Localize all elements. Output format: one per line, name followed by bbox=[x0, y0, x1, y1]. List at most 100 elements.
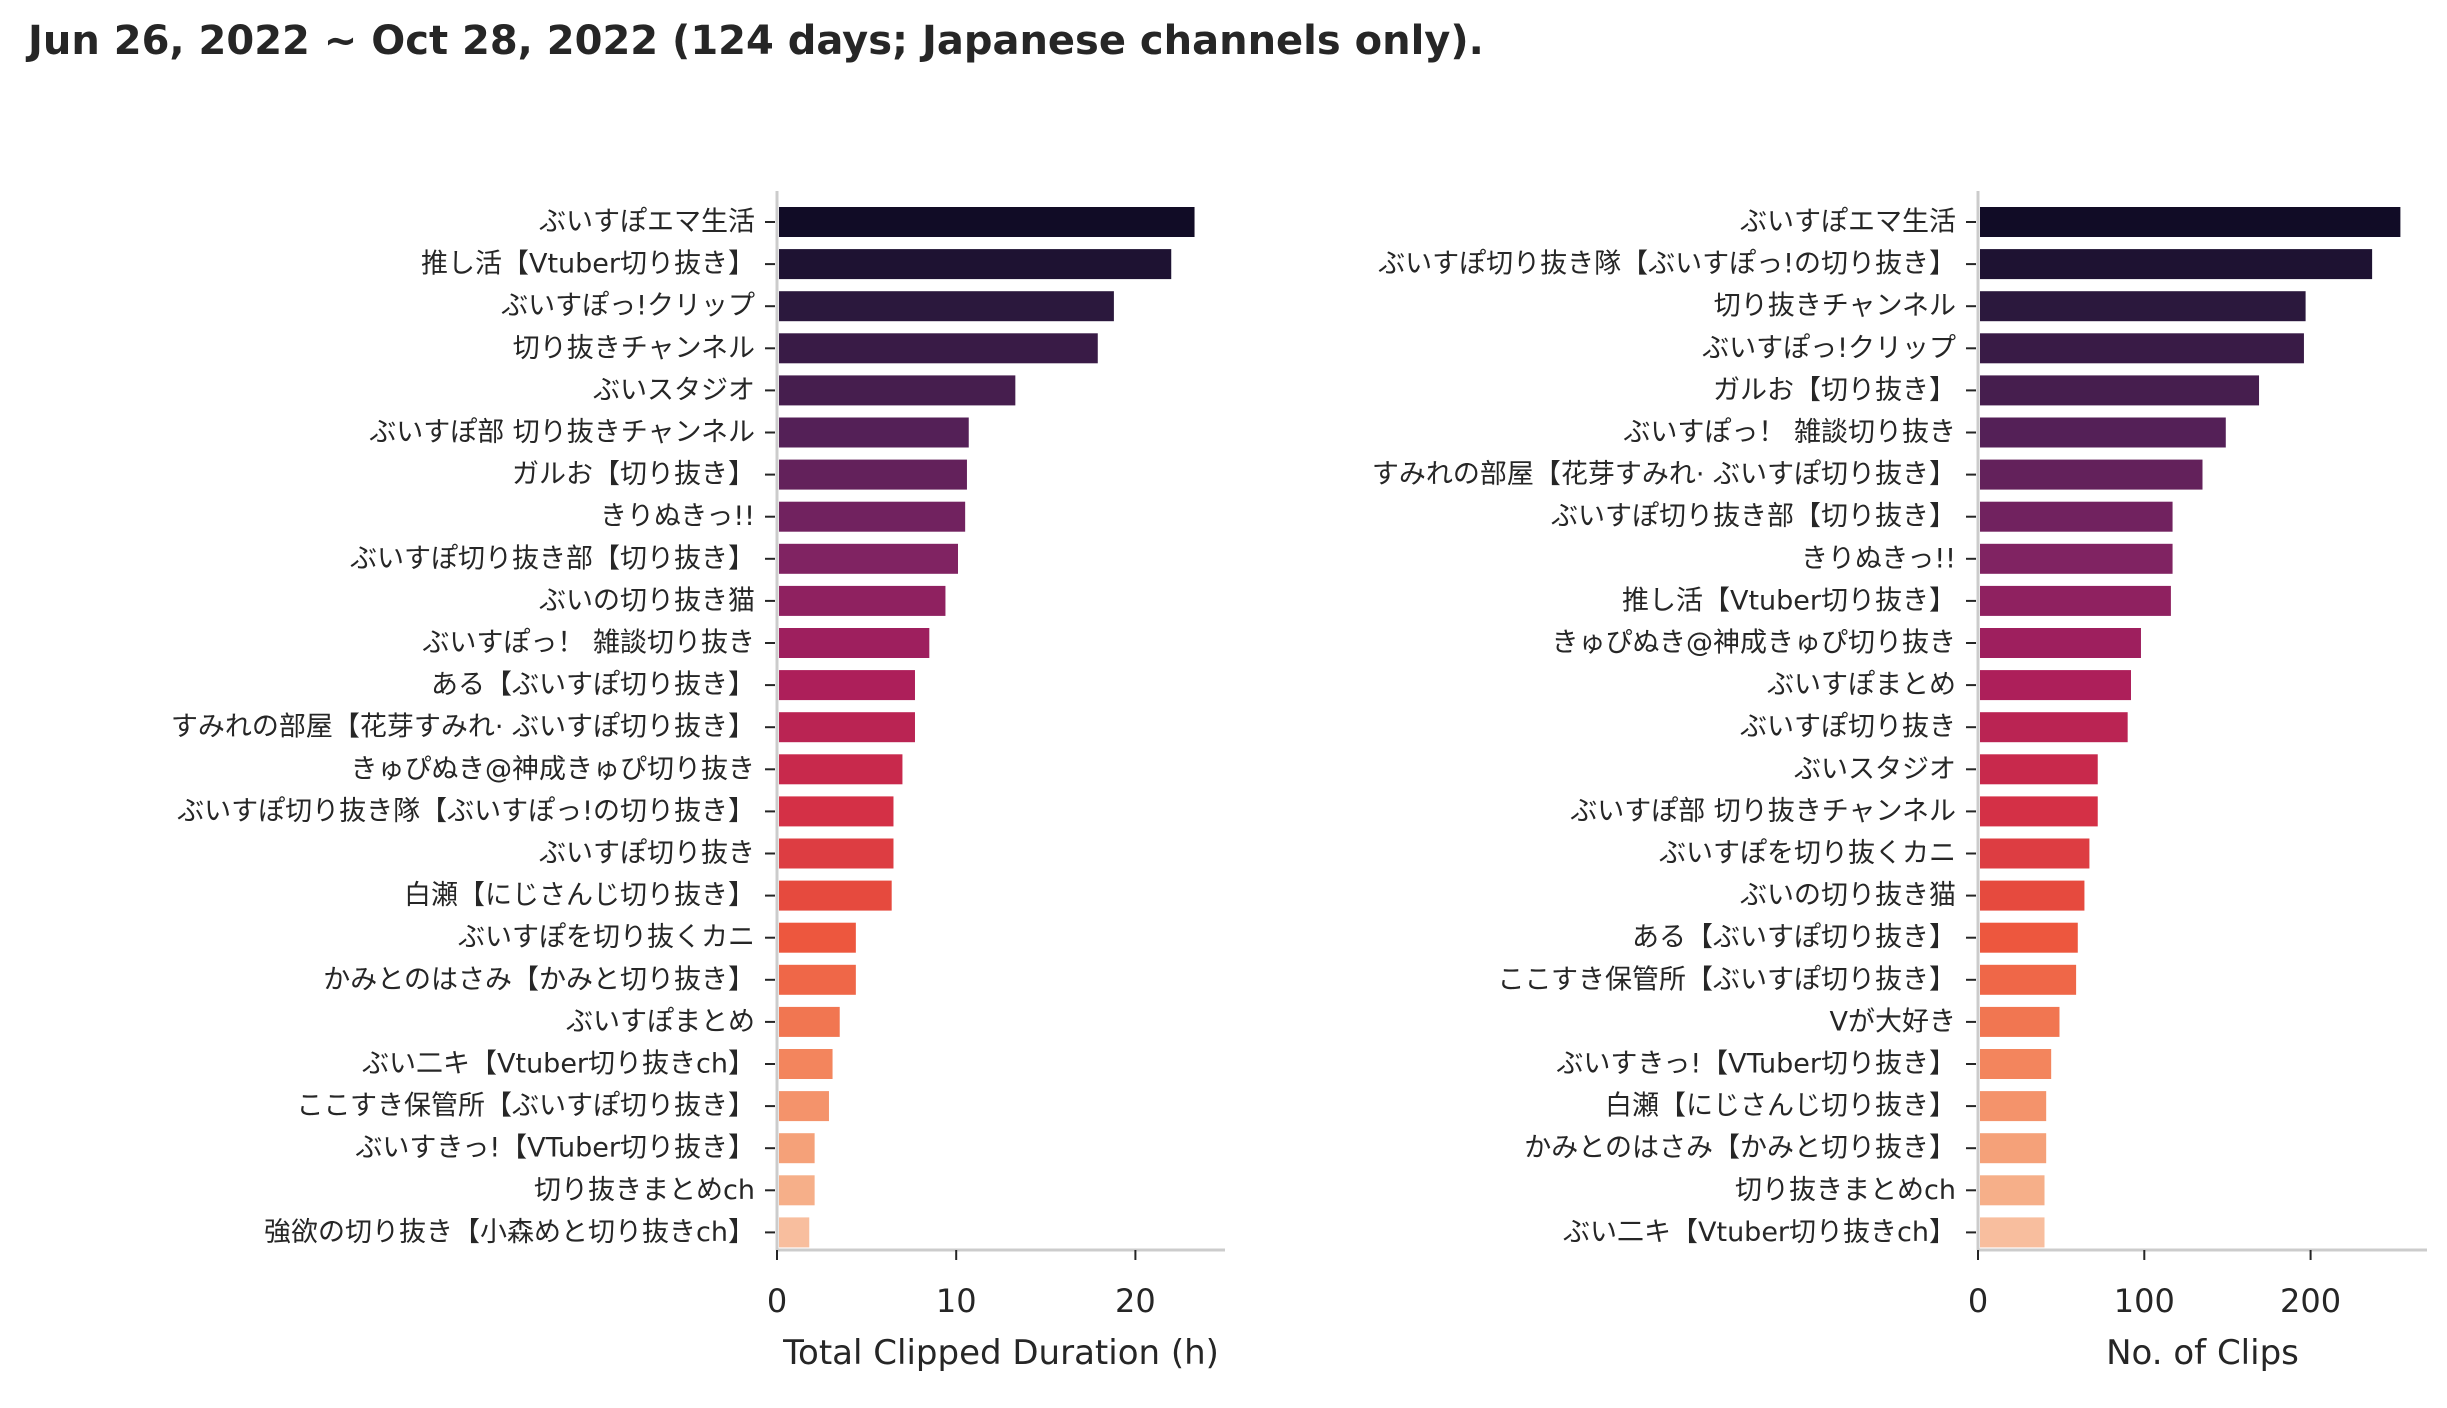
left-category-label-13: きゅぴぬき@神成きゅぴ切り抜き bbox=[351, 754, 755, 785]
right-category-label-22: かみとのはさみ【かみと切り抜き】 bbox=[1524, 1133, 1956, 1164]
right-category-label-5: ぶいすぽっ！ 雑談切り抜き bbox=[1623, 417, 1956, 448]
left-xtick-label-0: 0 bbox=[767, 1282, 787, 1320]
right-bar-23 bbox=[1980, 1175, 2045, 1206]
left-category-label-2: ぶいすぽっ!クリップ bbox=[501, 291, 755, 322]
left-bar-17 bbox=[779, 922, 856, 953]
left-category-label-7: きりぬきっ!! bbox=[600, 501, 755, 532]
left-category-label-11: ある【ぶいすぽ切り抜き】 bbox=[431, 670, 755, 701]
right-category-label-18: ここすき保管所【ぶいすぽ切り抜き】 bbox=[1498, 964, 1956, 995]
left-bar-3 bbox=[779, 333, 1098, 364]
right-category-label-6: すみれの部屋【花芽すみれ· ぶいすぽ切り抜き】 bbox=[1372, 459, 1956, 490]
right-bar-5 bbox=[1980, 417, 2226, 448]
left-x-axis-label: Total Clipped Duration (h) bbox=[782, 1333, 1219, 1373]
right-bar-20 bbox=[1980, 1049, 2052, 1079]
right-category-label-24: ぶい二キ【Vtuber切り抜きch】 bbox=[1563, 1217, 1956, 1248]
left-bar-24 bbox=[779, 1217, 810, 1248]
right-bar-9 bbox=[1980, 585, 2171, 616]
left-bar-12 bbox=[779, 712, 915, 743]
left-category-label-22: ぶいすきっ!【VTuber切り抜き】 bbox=[355, 1133, 755, 1164]
left-bar-1 bbox=[779, 249, 1172, 280]
left-category-label-20: ぶい二キ【Vtuber切り抜きch】 bbox=[362, 1049, 755, 1080]
left-category-label-8: ぶいすぽ切り抜き部【切り抜き】 bbox=[350, 543, 755, 574]
right-category-label-9: 推し活【Vtuber切り抜き】 bbox=[1622, 585, 1956, 616]
right-category-label-23: 切り抜きまとめch bbox=[1735, 1175, 1956, 1206]
left-category-label-24: 強欲の切り抜き【小森めと切り抜きch】 bbox=[264, 1217, 755, 1248]
left-bar-10 bbox=[779, 628, 930, 658]
right-bar-7 bbox=[1980, 501, 2173, 532]
right-bar-21 bbox=[1980, 1091, 2047, 1122]
right-bar-17 bbox=[1980, 922, 2078, 953]
right-bar-12 bbox=[1980, 712, 2128, 743]
right-bar-6 bbox=[1980, 459, 2203, 490]
right-category-label-20: ぶいすきっ!【VTuber切り抜き】 bbox=[1556, 1049, 1956, 1080]
left-category-label-4: ぶいスタジオ bbox=[593, 375, 755, 406]
right-category-label-16: ぶいの切り抜き猫 bbox=[1740, 880, 1956, 911]
right-bar-15 bbox=[1980, 838, 2090, 869]
right-category-label-17: ある【ぶいすぽ切り抜き】 bbox=[1632, 922, 1956, 953]
left-category-label-17: ぶいすぽを切り抜くカニ bbox=[458, 922, 755, 953]
left-category-label-21: ここすき保管所【ぶいすぽ切り抜き】 bbox=[297, 1091, 755, 1122]
right-bar-11 bbox=[1980, 670, 2131, 701]
right-category-label-10: きゅぴぬき@神成きゅぴ切り抜き bbox=[1552, 628, 1956, 659]
right-bar-14 bbox=[1980, 796, 2098, 827]
right-xtick-label-2: 200 bbox=[2280, 1282, 2341, 1320]
left-bar-23 bbox=[779, 1175, 815, 1206]
right-xtick-label-0: 0 bbox=[1968, 1282, 1988, 1320]
right-category-label-1: ぶいすぽ切り抜き隊【ぶいすぽっ!の切り抜き】 bbox=[1378, 249, 1956, 280]
left-category-label-12: すみれの部屋【花芽すみれ· ぶいすぽ切り抜き】 bbox=[171, 712, 755, 743]
left-category-label-15: ぶいすぽ切り抜き bbox=[539, 838, 755, 869]
left-category-label-14: ぶいすぽ切り抜き隊【ぶいすぽっ!の切り抜き】 bbox=[177, 796, 755, 827]
left-bar-8 bbox=[779, 543, 958, 574]
left-category-label-19: ぶいすぽまとめ bbox=[566, 1006, 755, 1037]
right-bar-13 bbox=[1980, 754, 2098, 785]
left-bar-22 bbox=[779, 1133, 815, 1164]
left-xtick-label-2: 20 bbox=[1115, 1282, 1156, 1320]
left-bar-2 bbox=[779, 291, 1114, 322]
left-bar-16 bbox=[779, 880, 892, 911]
left-bar-6 bbox=[779, 459, 967, 490]
right-xtick-label-1: 100 bbox=[2114, 1282, 2175, 1320]
left-category-label-9: ぶいの切り抜き猫 bbox=[539, 585, 755, 616]
left-bar-5 bbox=[779, 417, 969, 448]
right-category-label-11: ぶいすぽまとめ bbox=[1767, 670, 1956, 701]
left-category-label-16: 白瀬【にじさんじ切り抜き】 bbox=[404, 880, 755, 911]
right-category-label-19: Vが大好き bbox=[1830, 1006, 1956, 1037]
left-bar-13 bbox=[779, 754, 903, 785]
right-category-label-14: ぶいすぽ部 切り抜きチャンネル bbox=[1570, 796, 1956, 827]
left-bar-9 bbox=[779, 585, 946, 616]
right-bar-8 bbox=[1980, 543, 2173, 574]
left-bar-7 bbox=[779, 501, 966, 532]
right-bar-2 bbox=[1980, 291, 2306, 322]
right-bar-19 bbox=[1980, 1006, 2060, 1037]
right-bar-3 bbox=[1980, 333, 2304, 364]
right-category-label-2: 切り抜きチャンネル bbox=[1714, 291, 1956, 322]
left-bar-18 bbox=[779, 964, 856, 995]
right-category-label-21: 白瀬【にじさんじ切り抜き】 bbox=[1605, 1091, 1956, 1122]
left-category-label-23: 切り抜きまとめch bbox=[534, 1175, 755, 1206]
right-bar-18 bbox=[1980, 964, 2077, 995]
left-bar-20 bbox=[779, 1049, 833, 1079]
left-bar-14 bbox=[779, 796, 894, 827]
left-bar-15 bbox=[779, 838, 894, 869]
right-category-label-4: ガルお【切り抜き】 bbox=[1713, 375, 1956, 406]
left-category-label-0: ぶいすぽエマ生活 bbox=[539, 207, 755, 238]
right-category-label-15: ぶいすぽを切り抜くカニ bbox=[1659, 838, 1956, 869]
left-bar-11 bbox=[779, 670, 915, 701]
right-category-label-8: きりぬきっ!! bbox=[1801, 543, 1956, 574]
right-category-label-13: ぶいスタジオ bbox=[1794, 754, 1956, 785]
left-category-label-5: ぶいすぽ部 切り抜きチャンネル bbox=[369, 417, 755, 448]
right-bar-10 bbox=[1980, 628, 2141, 658]
left-category-label-10: ぶいすぽっ！ 雑談切り抜き bbox=[422, 628, 755, 659]
right-x-axis-label: No. of Clips bbox=[2106, 1333, 2299, 1373]
right-category-label-3: ぶいすぽっ!クリップ bbox=[1702, 333, 1956, 364]
left-bar-19 bbox=[779, 1006, 840, 1037]
left-category-label-3: 切り抜きチャンネル bbox=[513, 333, 755, 364]
left-category-label-18: かみとのはさみ【かみと切り抜き】 bbox=[323, 964, 755, 995]
right-category-label-7: ぶいすぽ切り抜き部【切り抜き】 bbox=[1551, 501, 1956, 532]
chart-left-duration: ぶいすぽエマ生活推し活【Vtuber切り抜き】ぶいすぽっ!クリップ切り抜きチャン… bbox=[171, 190, 1225, 1373]
left-category-label-6: ガルお【切り抜き】 bbox=[512, 459, 755, 490]
right-category-label-12: ぶいすぽ切り抜き bbox=[1740, 712, 1956, 743]
right-bar-16 bbox=[1980, 880, 2085, 911]
right-bar-22 bbox=[1980, 1133, 2047, 1164]
